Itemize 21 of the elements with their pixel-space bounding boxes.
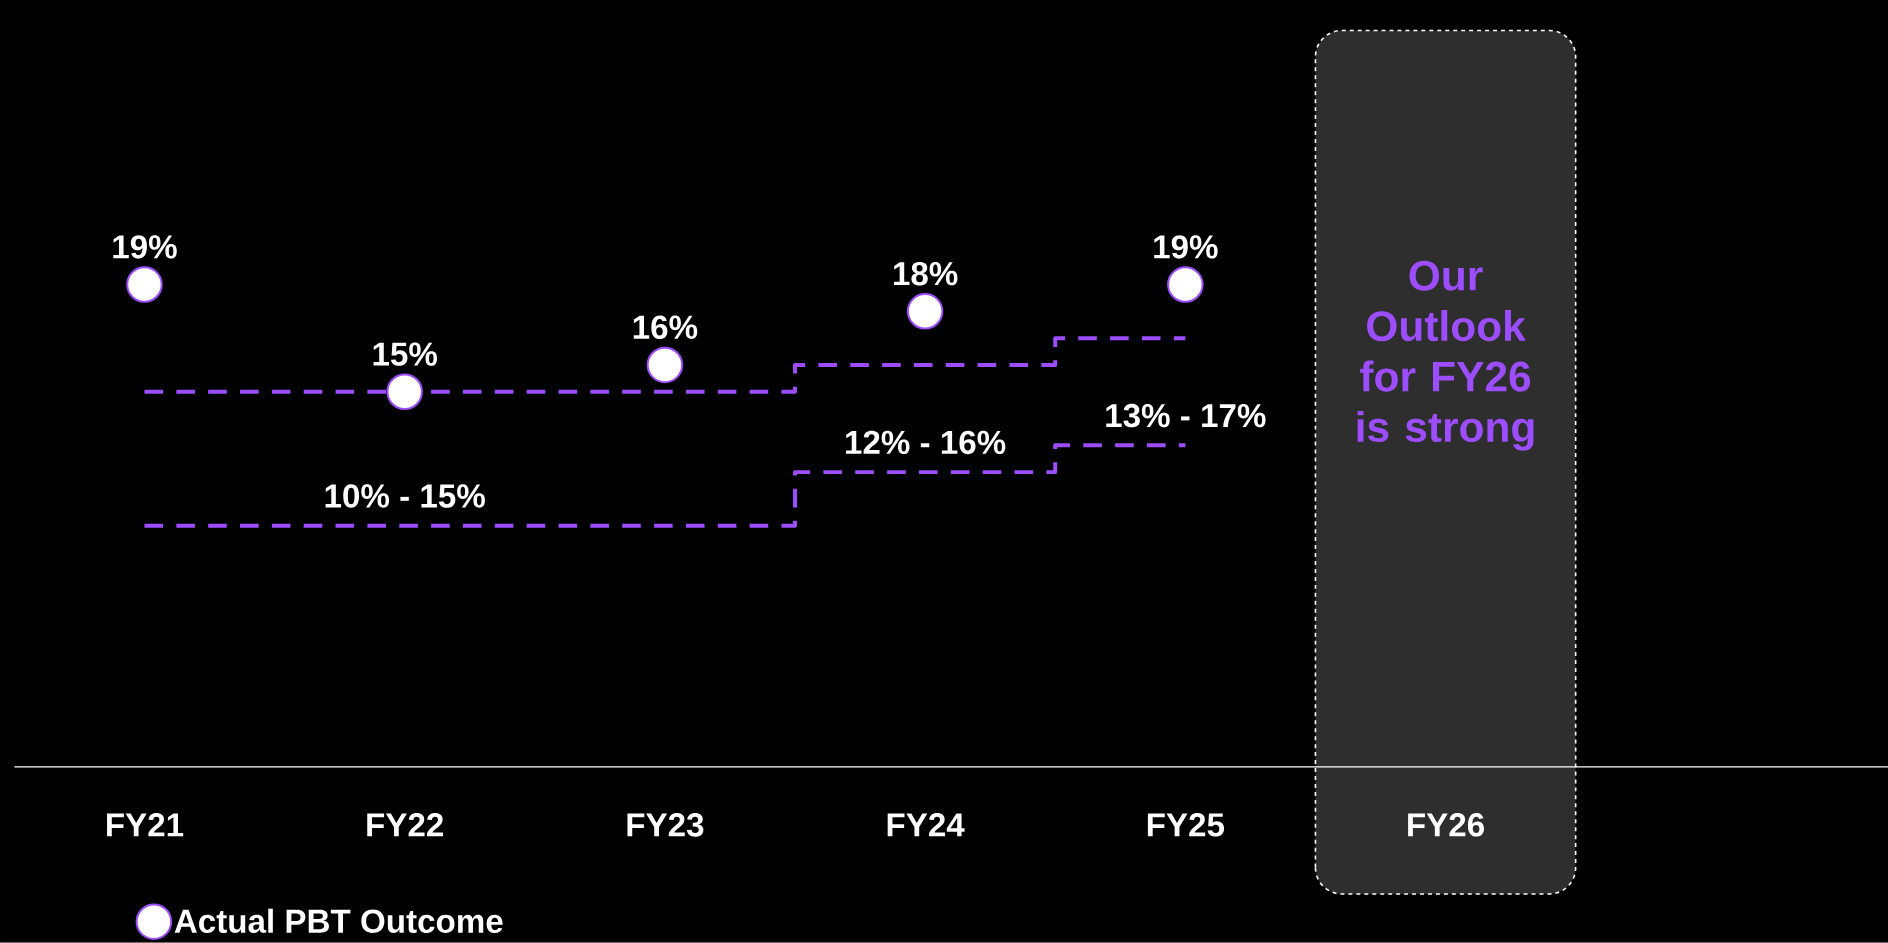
data-label: 18% (893, 261, 958, 286)
band-label: Our Outlook for FY26 is strong (1357, 260, 1534, 451)
annotation: 13% - 17% (1106, 403, 1266, 428)
data-label: 19% (113, 235, 177, 259)
point (1167, 266, 1204, 303)
data-label: 19% (1154, 235, 1218, 259)
x-tick-label: FY22 (367, 813, 444, 837)
x-tick-label: FY23 (627, 813, 704, 837)
x-tick-label: FY25 (1147, 813, 1225, 837)
point (386, 373, 423, 411)
point (126, 266, 163, 303)
legend-label: Actual PBT Outcome (174, 908, 503, 934)
annotation: 10% - 15% (325, 484, 485, 508)
annotation: 12% - 16% (846, 430, 1006, 455)
data-label: 15% (373, 342, 437, 366)
x-tick-label: FY24 (887, 813, 965, 837)
x-tick-label: FY21 (107, 813, 184, 837)
data-label: 16% (633, 315, 698, 340)
x-tick-label: FY26 (1408, 813, 1484, 837)
point (646, 346, 684, 384)
point (906, 293, 944, 330)
